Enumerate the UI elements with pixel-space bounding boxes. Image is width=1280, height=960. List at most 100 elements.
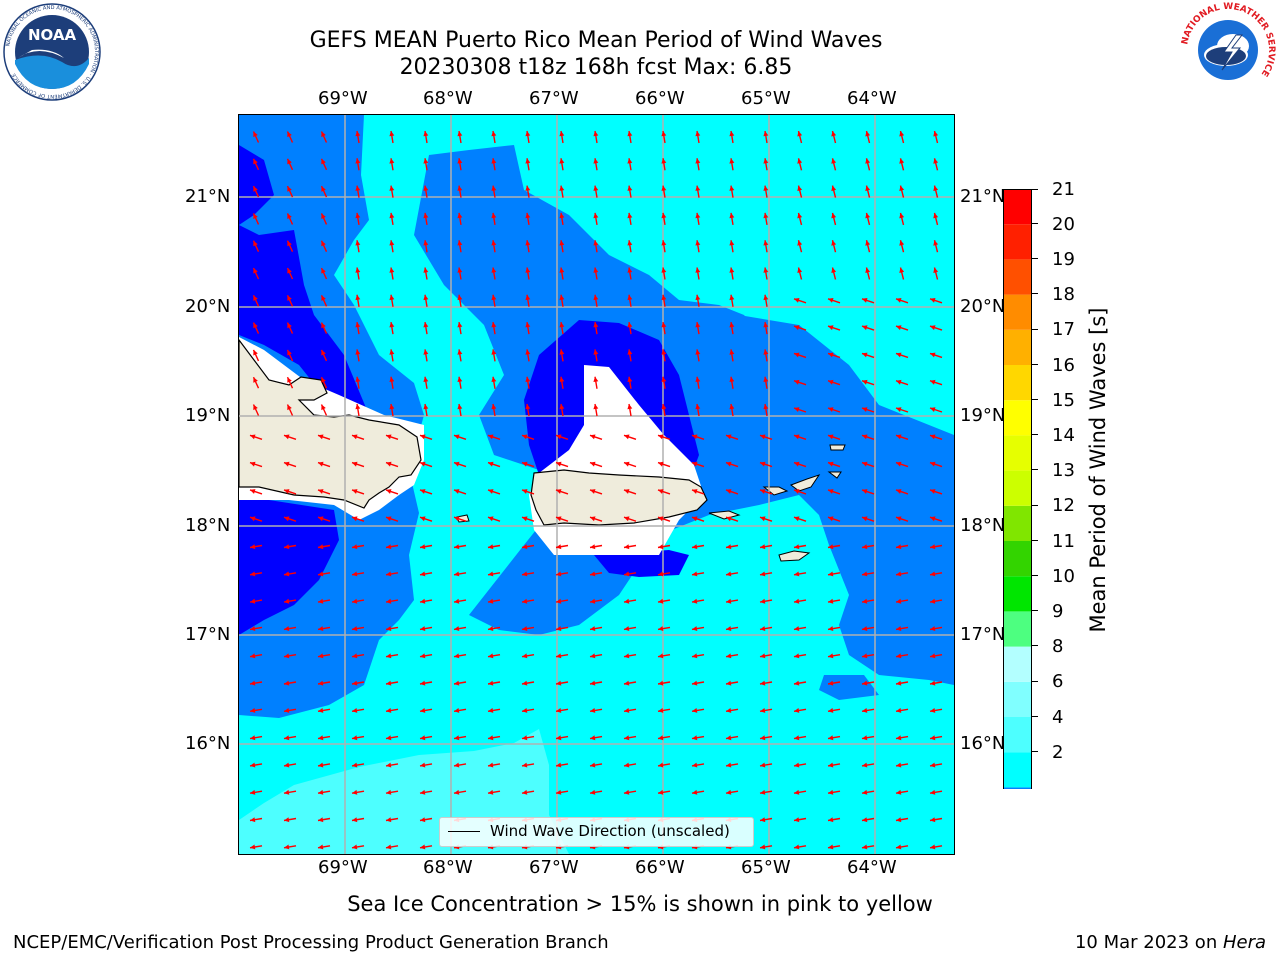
lon-tick-bottom: 68°W <box>423 857 473 878</box>
arrow-head <box>321 158 326 165</box>
arrow-head <box>420 817 426 823</box>
arrow-head <box>284 817 290 823</box>
arrow-head <box>284 489 290 494</box>
land-vieques <box>708 510 741 520</box>
arrow-head <box>899 185 905 192</box>
arrow-head <box>627 294 633 301</box>
arrow-head <box>593 185 599 191</box>
arrow-head <box>831 212 837 219</box>
arrow-head <box>899 131 905 137</box>
arrow-head <box>386 516 392 522</box>
colorbar-segment <box>1003 400 1032 436</box>
arrow-head <box>488 735 494 741</box>
arrow-head <box>794 516 800 522</box>
arrow-head <box>930 379 936 385</box>
arrow-head <box>420 844 426 850</box>
arrow-head <box>488 544 494 550</box>
arrow-head <box>423 349 429 355</box>
arrow-head <box>491 185 497 191</box>
arrow-head <box>896 626 902 631</box>
arrow-head <box>355 212 361 219</box>
arrow-head <box>491 376 497 382</box>
arrow-head <box>590 735 596 741</box>
arrow-head <box>352 571 358 577</box>
arrow-head <box>556 762 562 768</box>
arrow-head <box>386 844 392 850</box>
arrow-head <box>828 653 834 659</box>
arrow-head <box>250 598 256 604</box>
arrow-head <box>624 680 630 686</box>
arrow-head <box>525 376 531 382</box>
arrow-head <box>284 598 290 604</box>
arrow-head <box>729 212 735 219</box>
arrow-head <box>692 489 698 494</box>
arrow-head <box>896 407 902 412</box>
arrow-head <box>797 185 803 192</box>
arrow-head <box>896 544 902 550</box>
arrow-head <box>420 708 426 713</box>
arrow-head <box>457 349 463 355</box>
colorbar-tick-label: 9 <box>1052 601 1064 622</box>
lat-tick-left: 21°N <box>185 186 231 207</box>
arrow-head <box>760 516 766 522</box>
arrow-head <box>491 267 497 273</box>
arrow-head <box>896 571 902 577</box>
arrow-head <box>321 186 326 192</box>
arrow-head <box>726 735 732 741</box>
arrow-head <box>828 598 834 604</box>
noaa-logo-icon: NOAA NATIONAL OCEANIC AND ATMOSPHERIC AD… <box>2 2 102 102</box>
arrow-head <box>318 489 324 494</box>
arrow-head <box>896 680 902 686</box>
arrow-head <box>760 489 766 494</box>
arrow-head <box>420 598 426 604</box>
wave-band-2-4 <box>239 145 274 225</box>
arrow-head <box>933 185 939 192</box>
arrow-head <box>658 461 664 467</box>
arrow-head <box>627 158 633 164</box>
arrow-head <box>831 185 837 192</box>
arrow-head <box>763 376 769 382</box>
arrow-head <box>794 407 800 412</box>
arrow-head <box>794 544 800 550</box>
colorbar-segment <box>1003 435 1032 471</box>
arrow-head <box>692 789 698 795</box>
colorbar-segment <box>1003 224 1032 260</box>
arrow-head <box>593 131 599 137</box>
map-panel: Wind Wave Direction (unscaled) <box>239 115 954 854</box>
arrow-head <box>352 516 358 522</box>
arrow-head <box>899 212 905 219</box>
arrow-head <box>522 680 528 686</box>
arrow-head <box>352 844 358 850</box>
arrow-head <box>420 735 426 741</box>
lon-tick-top: 65°W <box>741 88 791 109</box>
arrow-head <box>250 461 256 467</box>
arrow-head <box>250 516 256 522</box>
arrow-head <box>760 844 766 850</box>
arrow-head <box>423 267 429 273</box>
arrow-head <box>624 516 630 522</box>
arrow-head <box>624 708 630 713</box>
arrow-head <box>797 131 803 137</box>
arrow-head <box>525 349 531 355</box>
chart-title-line2: 20230308 t18z 168h fcst Max: 6.85 <box>399 55 793 80</box>
arrow-head <box>253 268 258 274</box>
arrow-head <box>284 516 290 522</box>
arrow-head <box>522 571 528 577</box>
arrow-head <box>726 489 732 494</box>
arrow-head <box>930 461 936 467</box>
colorbar-segment <box>1003 787 1032 823</box>
arrow-head <box>559 376 565 382</box>
arrow-head <box>250 762 256 768</box>
arrow-head <box>760 434 766 440</box>
arrow-head <box>287 158 292 165</box>
lat-tick-left: 16°N <box>185 733 231 754</box>
arrow-head <box>729 349 735 355</box>
arrow-head <box>389 158 395 164</box>
colorbar-tick-label: 19 <box>1052 249 1075 270</box>
arrow-head <box>828 626 834 631</box>
arrow-head <box>488 598 494 604</box>
arrow-head <box>862 379 868 385</box>
arrow-head <box>352 735 358 741</box>
arrow-head <box>491 404 497 410</box>
arrow-head <box>457 158 463 164</box>
